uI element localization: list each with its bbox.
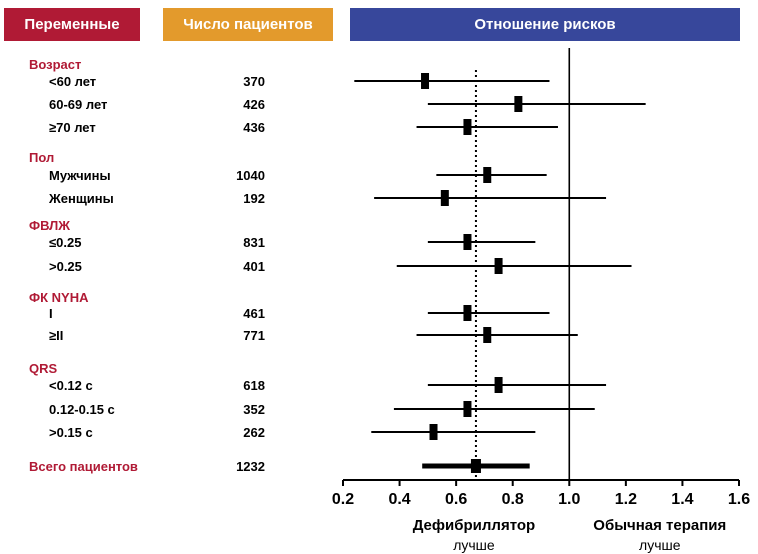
patient-count: 401 [243,259,265,274]
patient-count: 1232 [236,459,265,474]
x-tick-label: 0.2 [332,491,354,508]
point-estimate [483,167,492,183]
patients-header: Число пациентов [163,8,333,41]
patient-count: 831 [243,235,265,250]
point-estimate [429,424,438,440]
row-label: ≤0.25 [49,235,81,250]
point-estimate [514,96,523,112]
row-label: ≥70 лет [49,120,96,135]
x-tick-label: 0.8 [502,491,524,508]
right-favors-label: Обычная терапия [593,517,726,534]
point-estimate [440,190,449,206]
row-label: 0.12-0.15 с [49,402,115,417]
patients-header-label: Число пациентов [183,16,313,33]
group-label: QRS [29,361,58,376]
point-estimate [483,327,492,343]
left-favors-sublabel: лучше [453,537,495,553]
variables-header: Переменные [4,8,140,41]
patient-count: 370 [243,74,265,89]
row-label: >0.25 [49,259,82,274]
variables-header-label: Переменные [24,16,120,33]
x-tick-label: 0.4 [388,491,410,508]
x-tick-label: 1.6 [728,491,750,508]
row-label: I [49,306,53,321]
patient-count: 352 [243,402,265,417]
row-label: >0.15 с [49,425,93,440]
point-estimate [494,377,503,393]
x-tick-label: 0.6 [445,491,467,508]
row-label: Мужчины [49,168,111,183]
group-label: Пол [29,150,54,165]
point-estimate [463,119,472,135]
point-estimate [421,73,430,89]
point-estimate [463,305,472,321]
row-label: <0.12 с [49,378,93,393]
patient-count: 436 [243,120,265,135]
patient-count: 1040 [236,168,265,183]
group-label: Возраст [29,57,81,72]
row-label: 60-69 лет [49,97,107,112]
hazard-ratio-header-label: Отношение рисков [474,16,616,33]
total-label: Всего пациентов [29,459,138,474]
patient-count: 426 [243,97,265,112]
patient-count: 618 [243,378,265,393]
patient-count: 192 [243,191,265,206]
point-estimate [463,234,472,250]
group-label: ФВЛЖ [29,218,70,233]
x-tick-label: 1.0 [558,491,580,508]
patient-count: 461 [243,306,265,321]
row-label: ≥II [49,328,63,343]
hazard-ratio-header: Отношение рисков [350,8,740,41]
group-label: ФК NYHA [29,290,89,305]
point-estimate [463,401,472,417]
row-label: <60 лет [49,74,96,89]
patient-count: 262 [243,425,265,440]
row-label: Женщины [48,191,114,206]
left-favors-label: Дефибриллятор [413,517,536,534]
right-favors-sublabel: лучше [639,537,681,553]
x-tick-label: 1.4 [671,491,693,508]
point-estimate [494,258,503,274]
patient-count: 771 [243,328,265,343]
total-point-estimate [470,459,481,473]
x-tick-label: 1.2 [615,491,637,508]
